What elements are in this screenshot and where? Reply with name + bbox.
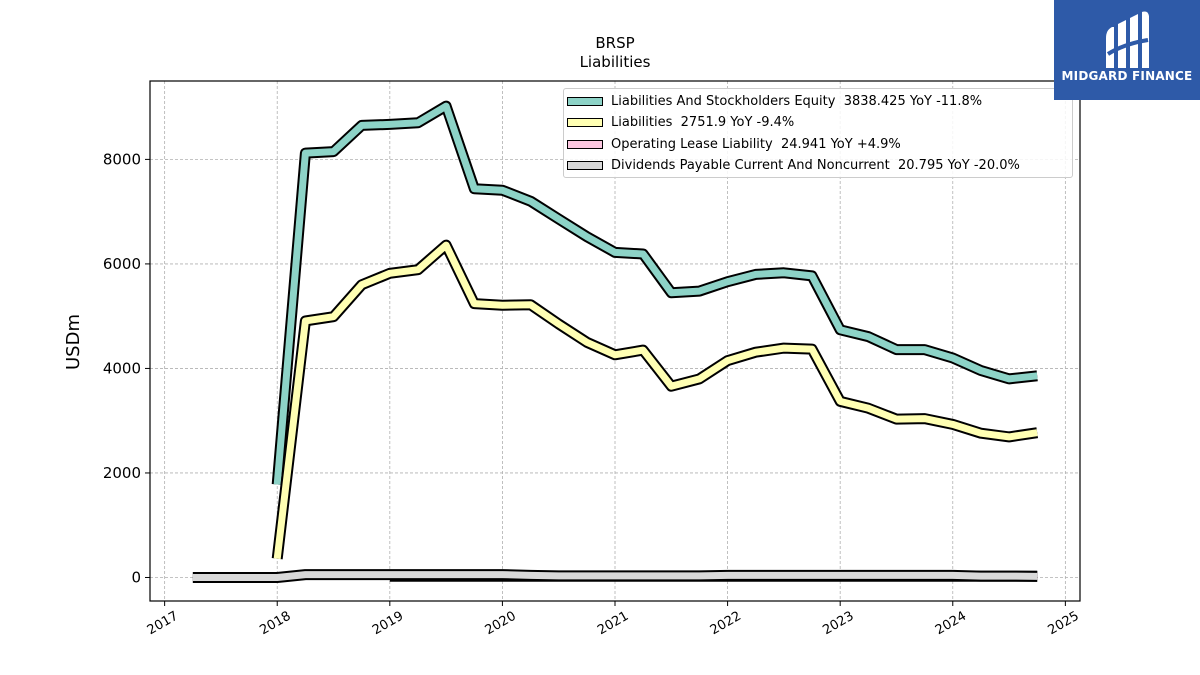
legend-swatch [567, 118, 603, 127]
axis-ticks: 2017 2018 2019 2020 2021 2022 2023 2024 2025 0 200… [103, 150, 1082, 638]
series-1 [271, 239, 1039, 560]
legend-swatch [567, 139, 603, 149]
y-tick-label: 6000 [103, 255, 141, 273]
series-line [273, 241, 1038, 560]
y-tick-label: 2000 [103, 464, 141, 482]
legend-item: Liabilities 2751.9 YoY -9.4% [564, 115, 794, 131]
series-line [192, 571, 1038, 581]
series-3 [192, 569, 1038, 583]
legend-swatch [567, 161, 603, 170]
x-tick-label: 2019 [370, 609, 406, 639]
series-0 [271, 100, 1038, 485]
legend-item: Operating Lease Liability 24.941 YoY +4.… [564, 136, 901, 152]
x-tick-label: 2024 [933, 609, 969, 639]
brand-logo: MIDGARD FINANCE [1054, 0, 1200, 100]
series-line-outline [271, 239, 1039, 560]
legend-item: Dividends Payable Current And Noncurrent… [564, 158, 1020, 174]
logo-text: MIDGARD FINANCE [1061, 69, 1193, 83]
series-layer [192, 100, 1039, 583]
y-tick-label: 4000 [103, 359, 141, 377]
y-tick-label: 0 [131, 568, 141, 586]
legend-label: Liabilities 2751.9 YoY -9.4% [611, 115, 795, 130]
legend: Liabilities And Stockholders Equity 3838… [563, 88, 1073, 178]
y-tick-label: 8000 [103, 150, 141, 168]
legend-item: Liabilities And Stockholders Equity 3838… [564, 93, 982, 109]
x-tick-label: 2020 [483, 609, 519, 639]
legend-swatch [567, 96, 603, 106]
logo-mark-icon [1106, 11, 1149, 68]
legend-label: Liabilities And Stockholders Equity 3838… [611, 93, 983, 109]
chart-subtitle: Liabilities [580, 53, 651, 71]
x-tick-label: 2017 [145, 609, 181, 639]
x-tick-label: 2021 [595, 609, 631, 639]
x-tick-label: 2023 [820, 609, 856, 639]
x-tick-label: 2018 [257, 609, 293, 639]
chart-title: BRSP [595, 34, 634, 52]
y-axis-label: USDm [63, 314, 84, 370]
x-tick-label: 2022 [708, 609, 744, 639]
x-tick-label: 2025 [1046, 609, 1082, 639]
legend-label: Dividends Payable Current And Noncurrent… [611, 158, 1020, 173]
series-line [273, 102, 1038, 485]
legend-label: Operating Lease Liability 24.941 YoY +4.… [611, 136, 901, 152]
